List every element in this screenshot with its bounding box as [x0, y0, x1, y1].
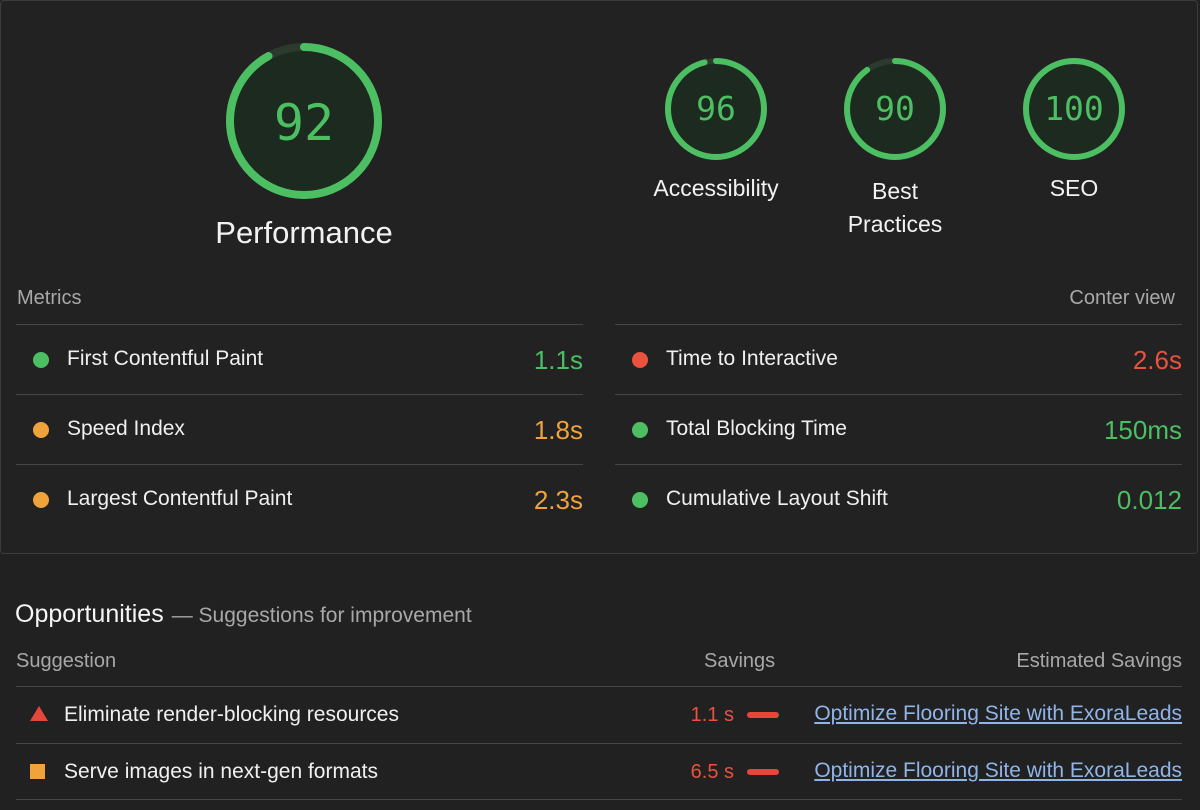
- metric-row: Cumulative Layout Shift 0.012: [615, 464, 1182, 534]
- metric-row: Speed Index 1.8s: [16, 394, 583, 464]
- table-bottom-divider: [16, 799, 1182, 800]
- best-practices-gauge[interactable]: 90 Best Practices: [820, 56, 970, 241]
- metrics-right-column: Time to Interactive 2.6s Total Blocking …: [615, 324, 1182, 534]
- status-dot-icon: [632, 422, 648, 438]
- metric-value: 2.6s: [1132, 345, 1182, 375]
- status-dot-icon: [632, 492, 648, 508]
- best-practices-score: 90: [875, 89, 915, 128]
- opportunities-title: Opportunities: [15, 600, 164, 628]
- metrics-title: Metrics: [17, 287, 82, 309]
- column-header-estimated-savings: Estimated Savings: [1016, 650, 1182, 672]
- status-dot-icon: [33, 422, 49, 438]
- accessibility-score: 96: [696, 89, 736, 128]
- column-header-suggestion: Suggestion: [16, 650, 117, 672]
- accessibility-label: Accessibility: [653, 175, 779, 201]
- seo-label: SEO: [1049, 175, 1099, 201]
- column-header-savings: Savings: [704, 650, 776, 672]
- best-practices-label-line2: Practices: [847, 211, 943, 237]
- savings-bar: [747, 769, 779, 775]
- seo-gauge[interactable]: 100 SEO: [999, 56, 1149, 202]
- status-dot-icon: [33, 352, 49, 368]
- seo-score: 100: [1044, 89, 1104, 128]
- opportunity-text: Eliminate render-blocking resources: [64, 703, 399, 726]
- metric-value: 1.8s: [533, 415, 583, 445]
- accessibility-gauge[interactable]: 96 Accessibility: [641, 56, 791, 202]
- opportunity-row[interactable]: Serve images in next-gen formats 6.5 s O…: [16, 743, 1182, 800]
- metric-name: Cumulative Layout Shift: [666, 487, 888, 510]
- report-summary-panel: 92 Performance 96 Accessibility 90 Best …: [0, 0, 1198, 554]
- metric-row: Largest Contentful Paint 2.3s: [16, 464, 583, 534]
- opportunity-savings: 6.5 s: [690, 761, 734, 783]
- metric-row: Time to Interactive 2.6s: [615, 324, 1182, 394]
- seo-ring-icon: 100: [1023, 58, 1125, 160]
- opportunities-subtitle: — Suggestions for improvement: [171, 604, 472, 627]
- metric-value: 0.012: [1116, 485, 1182, 515]
- metric-row: Total Blocking Time 150ms: [615, 394, 1182, 464]
- best-practices-ring-icon: 90: [844, 58, 946, 160]
- optimize-link[interactable]: Optimize Flooring Site with ExoraLeads: [814, 702, 1182, 725]
- performance-gauge[interactable]: 92 Performance: [204, 39, 404, 251]
- metric-name: Largest Contentful Paint: [67, 487, 293, 510]
- triangle-warning-icon: [30, 706, 48, 721]
- status-dot-icon: [632, 352, 648, 368]
- optimize-link[interactable]: Optimize Flooring Site with ExoraLeads: [814, 759, 1182, 782]
- performance-ring-icon: 92: [226, 43, 382, 199]
- accessibility-ring-icon: 96: [665, 58, 767, 160]
- metric-value: 2.3s: [533, 485, 583, 515]
- metric-row: First Contentful Paint 1.1s: [16, 324, 583, 394]
- status-dot-icon: [33, 492, 49, 508]
- metric-value: 150ms: [1103, 415, 1182, 445]
- metric-name: Time to Interactive: [666, 347, 838, 370]
- best-practices-label-line1: Best: [871, 178, 919, 204]
- best-practices-label: Best Practices: [820, 175, 970, 241]
- opportunity-row[interactable]: Eliminate render-blocking resources 1.1 …: [16, 686, 1182, 743]
- performance-label: Performance: [215, 215, 393, 250]
- toggle-view-link[interactable]: Conter view: [1069, 287, 1175, 309]
- performance-score: 92: [274, 94, 334, 152]
- metric-name: First Contentful Paint: [67, 347, 264, 370]
- opportunity-savings: 1.1 s: [690, 704, 734, 726]
- savings-bar: [747, 712, 779, 718]
- square-warning-icon: [30, 764, 45, 779]
- metrics-left-column: First Contentful Paint 1.1s Speed Index …: [16, 324, 583, 534]
- metric-value: 1.1s: [533, 345, 583, 375]
- opportunity-text: Serve images in next-gen formats: [64, 760, 378, 783]
- metrics-header: Metrics Conter view: [17, 287, 1175, 313]
- opportunities-heading: Opportunities — Suggestions for improveme…: [15, 600, 472, 629]
- metric-name: Speed Index: [67, 417, 185, 440]
- opportunities-table-header: Suggestion Savings Estimated Savings: [16, 650, 1182, 676]
- metric-name: Total Blocking Time: [666, 417, 847, 440]
